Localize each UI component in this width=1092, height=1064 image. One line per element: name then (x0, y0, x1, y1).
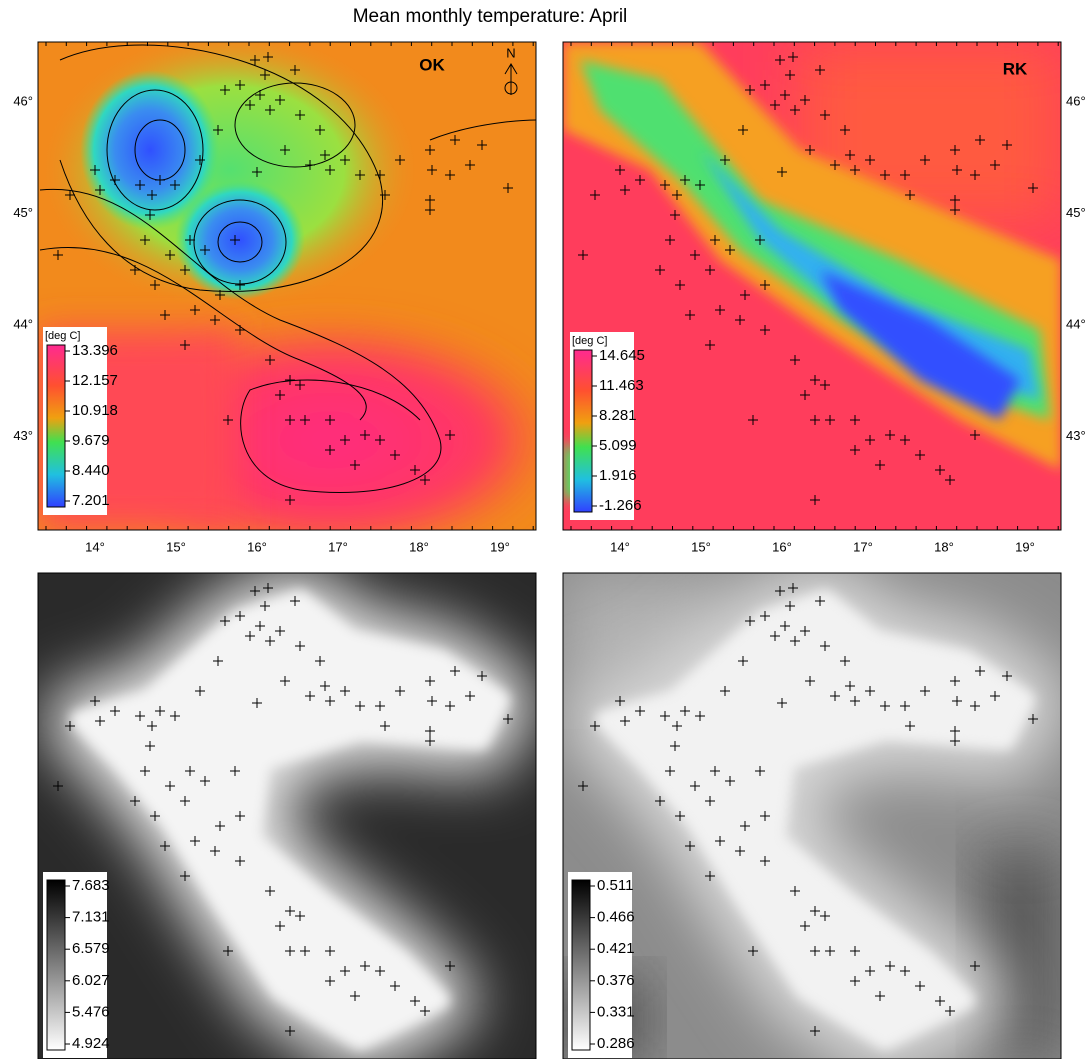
map-rk-variance (563, 573, 1061, 1059)
x-tick-label: 19° (490, 539, 510, 554)
colorbar-label: 4.924 (72, 1035, 110, 1052)
x-tick-label: 16° (247, 539, 267, 554)
y-tick-label: 46° (1066, 93, 1086, 108)
map-ok (38, 30, 560, 560)
colorbar (574, 350, 592, 512)
colorbar-label: -1.266 (599, 497, 642, 514)
y-tick-label: 44° (13, 316, 33, 331)
y-tick-label: 44° (1066, 316, 1086, 331)
colorbar-label: 7.201 (72, 492, 110, 509)
x-tick-label: 18° (409, 539, 429, 554)
colorbar-label: 0.421 (597, 940, 635, 957)
x-tick-label: 17° (853, 539, 873, 554)
colorbar-label: 0.331 (597, 1003, 635, 1020)
y-tick-label: 43° (13, 428, 33, 443)
colorbar-label: 1.916 (599, 467, 637, 484)
colorbar-label: 0.376 (597, 972, 635, 989)
colorbar-label: 8.281 (599, 407, 637, 424)
figure-title: Mean monthly temperature: April (353, 6, 628, 27)
y-tick-label: 45° (13, 205, 33, 220)
legend-unit: [deg C] (45, 330, 80, 342)
x-tick-label: 15° (166, 539, 186, 554)
north-label: N (506, 45, 515, 60)
y-tick-label: 45° (1066, 205, 1086, 220)
colorbar-label: 7.683 (72, 877, 110, 894)
x-tick-label: 15° (691, 539, 711, 554)
x-tick-label: 17° (328, 539, 348, 554)
colorbar-label: 7.131 (72, 909, 110, 926)
colorbar-label: 8.440 (72, 462, 110, 479)
colorbar-label: 11.463 (599, 377, 644, 394)
y-tick-label: 46° (13, 93, 33, 108)
colorbar (572, 880, 590, 1050)
colorbar-label: 6.579 (72, 940, 110, 957)
colorbar-label: 0.466 (597, 909, 635, 926)
x-tick-label: 16° (772, 539, 792, 554)
colorbar-label: 13.396 (72, 342, 118, 359)
colorbar-label: 9.679 (72, 432, 110, 449)
colorbar-label: 0.511 (597, 877, 633, 894)
x-tick-label: 14° (85, 539, 105, 554)
colorbar-label: 10.918 (72, 402, 118, 419)
x-tick-label: 19° (1015, 539, 1035, 554)
colorbar-label: 5.476 (72, 1003, 110, 1020)
panel-label: OK (419, 55, 445, 74)
x-tick-label: 18° (934, 539, 954, 554)
map-rk (563, 42, 1061, 530)
colorbar-label: 0.286 (597, 1035, 635, 1052)
colorbar-label: 6.027 (72, 972, 110, 989)
map-ok-variance (38, 573, 536, 1059)
legend-unit: [deg C] (572, 335, 607, 347)
colorbar-label: 14.645 (599, 347, 645, 364)
figure: Mean monthly temperature: April OK N RK … (0, 0, 1092, 1059)
colorbar (47, 345, 65, 507)
panel-label: RK (1003, 59, 1028, 78)
colorbar-label: 5.099 (599, 437, 637, 454)
x-tick-label: 14° (610, 539, 630, 554)
y-tick-label: 43° (1066, 428, 1086, 443)
colorbar (47, 880, 65, 1050)
colorbar-label: 12.157 (72, 372, 118, 389)
